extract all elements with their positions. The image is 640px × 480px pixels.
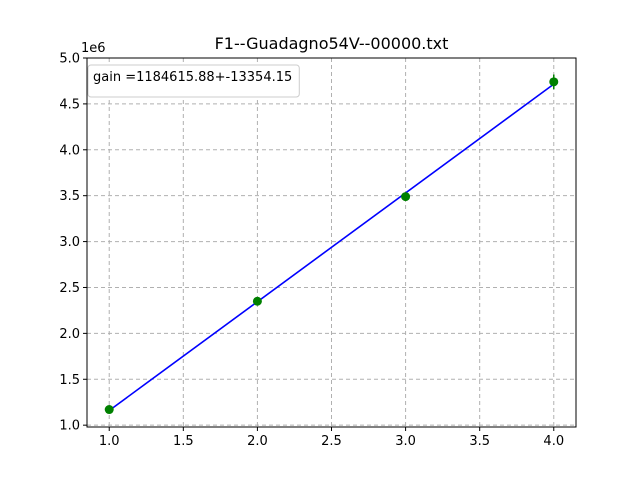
fit-line-layer (108, 83, 555, 412)
x-tick-label: 1.0 (99, 434, 120, 449)
ticks: 1.0 1.5 2.0 2.5 3.0 3.5 4.0 1.0 1.5 2.0 2.5 3.0 3.5 4… (59, 52, 564, 450)
y-tick-label: 1.5 (59, 373, 80, 388)
y-tick-label: 3.5 (59, 189, 80, 204)
legend: gain =1184615.88+-13354.15 (87, 64, 300, 98)
fit-line (108, 83, 555, 412)
legend-text: gain =1184615.88+-13354.15 (93, 70, 292, 85)
x-tick-label: 4.0 (543, 434, 564, 449)
y-tick-label: 3.0 (59, 235, 80, 250)
grid (87, 57, 576, 427)
y-tick-label: 1.0 (59, 419, 80, 434)
data-point (252, 296, 262, 306)
x-tick-label: 3.5 (469, 434, 490, 449)
y-tick-label: 2.5 (59, 281, 80, 296)
y-offset-text: 1e6 (81, 41, 106, 56)
y-tick-label: 4.5 (59, 97, 80, 112)
x-tick-label: 2.0 (247, 434, 268, 449)
legend-box (87, 64, 300, 98)
x-tick-label: 1.5 (173, 434, 194, 449)
x-tick-label: 2.5 (321, 434, 342, 449)
y-tick-label: 5.0 (59, 52, 80, 67)
data-points-layer (104, 74, 559, 415)
chart-title: F1--Guadagno54V--00000.txt (215, 34, 449, 53)
x-tick-label: 3.0 (395, 434, 416, 449)
y-tick-label: 4.0 (59, 143, 80, 158)
data-point (549, 77, 559, 87)
y-tick-label: 2.0 (59, 327, 80, 342)
data-point (401, 192, 411, 202)
data-point (104, 405, 114, 415)
